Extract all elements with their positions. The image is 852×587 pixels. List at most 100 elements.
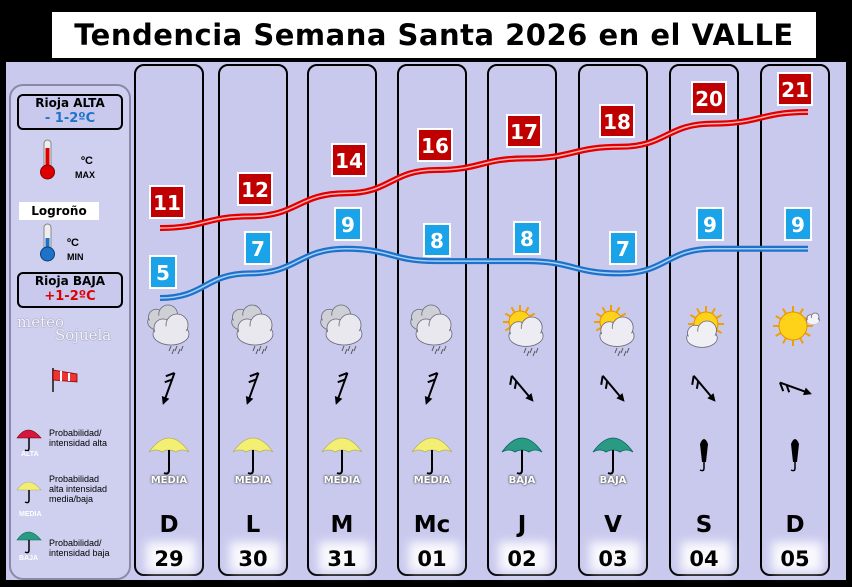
rain-level-label: MEDIA	[413, 475, 451, 486]
day-column: V 03 BAJA	[578, 64, 648, 576]
rioja-alta-value: - 1-2ºC	[44, 111, 96, 126]
min-temp-label: 7	[609, 231, 637, 265]
day-letter: J	[517, 512, 527, 538]
day-number: 29	[154, 547, 184, 571]
cloud-rain-icon	[320, 304, 363, 355]
max-temp-label: 14	[331, 143, 367, 177]
max-temp-value: 17	[510, 120, 538, 144]
umbrella-yellow-icon	[411, 437, 453, 475]
day-column: J 02 BAJA	[487, 64, 557, 576]
rain-level-label: MEDIA	[150, 475, 188, 486]
wind-arrow-icon	[245, 372, 260, 405]
min-temp-value: 7	[251, 237, 265, 261]
wind-arrow-icon	[334, 372, 349, 405]
min-temp-value: 8	[520, 227, 534, 251]
rioja-baja-label: Rioja BAJA	[34, 274, 106, 288]
day-column: L 30 MEDIA	[218, 64, 288, 576]
windsock-icon	[52, 368, 78, 392]
max-temp-value: 12	[241, 178, 269, 202]
day-letter: Mc	[413, 512, 451, 538]
max-temp-value: 20	[695, 87, 723, 111]
baja-short: BAJA	[19, 555, 39, 562]
min-label: MIN	[67, 252, 84, 262]
umbrella-green-icon	[592, 437, 634, 475]
max-temp-label: 18	[599, 104, 635, 138]
title-bar: Tendencia Semana Santa 2026 en el VALLE	[52, 12, 816, 58]
rain-level-label: BAJA	[508, 475, 536, 486]
day-letter: D	[785, 512, 805, 538]
max-temp-value: 21	[781, 78, 809, 102]
day-letter: S	[695, 512, 713, 538]
max-label: MAX	[75, 170, 95, 180]
legend-icons	[16, 139, 78, 554]
brand-line2: Sojuela	[55, 326, 112, 344]
max-temp-label: 16	[417, 128, 453, 162]
min-temp-line-highlight	[159, 248, 808, 299]
min-temp-value: 9	[791, 213, 805, 237]
sun-cloud-icon	[686, 306, 724, 348]
wind-arrow-icon	[691, 375, 716, 402]
day-number: 30	[238, 547, 268, 571]
max-unit: ºC	[81, 155, 93, 167]
rioja-alta-box: Rioja ALTA - 1-2ºC	[17, 94, 123, 130]
day-column: Mc 01 MEDIA	[397, 64, 467, 576]
day-column: M 31 MEDIA	[307, 64, 377, 576]
rain-level-label: MEDIA	[234, 475, 272, 486]
alta-short: ALTA	[21, 451, 39, 458]
day-letter: V	[604, 512, 622, 538]
wind-arrow-icon	[600, 375, 625, 402]
wind-arrow-icon	[161, 372, 176, 405]
media-desc: Probabilidad alta intensidad media/baja	[49, 474, 108, 504]
day-number: 04	[689, 547, 719, 571]
sun-icon	[773, 306, 820, 346]
day-number-highlight	[499, 542, 549, 572]
cloud-rain-icon	[410, 304, 453, 355]
max-temp-line-highlight	[159, 111, 809, 229]
min-unit: ºC	[67, 237, 79, 249]
min-temp-label: 8	[513, 221, 541, 255]
day-column: D 29 MEDIA	[134, 64, 204, 576]
thermometer-min-icon	[40, 223, 55, 262]
max-temp-value: 14	[335, 149, 363, 173]
min-temp-label: 9	[696, 207, 724, 241]
sun-cloud-rain-icon	[594, 305, 635, 357]
max-temp-value: 16	[421, 134, 449, 158]
umbrella-green-icon	[16, 531, 42, 554]
cloud-rain-icon	[231, 304, 274, 355]
legend-panel: Rioja ALTA - 1-2ºC	[9, 84, 131, 580]
umbrella-closed-icon	[790, 439, 799, 472]
day-number-highlight	[319, 542, 369, 572]
rain-level-label: MEDIA	[323, 475, 361, 486]
umbrella-red-icon	[16, 429, 42, 452]
sun-cloud-rain-icon	[503, 305, 544, 357]
min-temp-value: 7	[616, 237, 630, 261]
min-temp-label: 7	[244, 231, 272, 265]
max-temp-label: 17	[506, 114, 542, 148]
min-temp-value: 9	[703, 213, 717, 237]
min-temp-label: 9	[784, 207, 812, 241]
day-number-highlight	[681, 542, 731, 572]
day-letter: D	[159, 512, 179, 538]
min-temp-value: 8	[430, 229, 444, 253]
min-temp-value: 5	[156, 261, 170, 285]
day-number-highlight	[230, 542, 280, 572]
rain-level-label: BAJA	[599, 475, 627, 486]
rioja-baja-value: +1-2ºC	[44, 289, 96, 304]
umbrella-yellow-icon	[16, 481, 42, 504]
day-number-highlight	[146, 542, 196, 572]
day-letter: L	[245, 512, 261, 538]
day-column: D 05	[760, 64, 830, 576]
brand-logo: meteo Sojuela	[17, 313, 121, 344]
max-temp-label: 21	[777, 72, 813, 106]
day-number-highlight	[409, 542, 459, 572]
min-temp-label: 5	[149, 255, 177, 289]
max-temp-label: 20	[691, 81, 727, 115]
day-column: S 04	[669, 64, 739, 576]
brand-line1: meteo	[17, 313, 65, 331]
min-temp-value: 9	[341, 213, 355, 237]
wind-arrow-icon	[424, 372, 439, 405]
max-temp-value: 11	[153, 191, 181, 215]
day-number: 03	[598, 547, 628, 571]
